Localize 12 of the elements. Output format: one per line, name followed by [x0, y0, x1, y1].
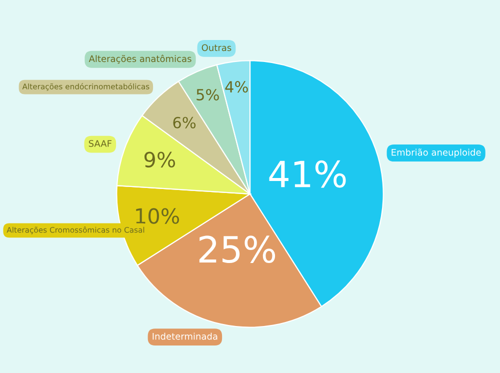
- data-label: 4%: [225, 81, 248, 93]
- data-label: 41%: [269, 160, 346, 188]
- data-label: 9%: [144, 152, 176, 168]
- data-label: 5%: [196, 88, 219, 100]
- slice-label: Alterações anatômicas: [88, 54, 192, 64]
- slice-label: Embrião aneuploide: [392, 148, 481, 158]
- data-label: 10%: [136, 208, 180, 224]
- slice-label: SAAF: [88, 140, 112, 147]
- data-label: 25%: [199, 236, 276, 263]
- slice-label: Outras: [202, 44, 232, 52]
- slice-label: Indeterminada: [152, 332, 218, 340]
- data-label: 6%: [173, 116, 196, 128]
